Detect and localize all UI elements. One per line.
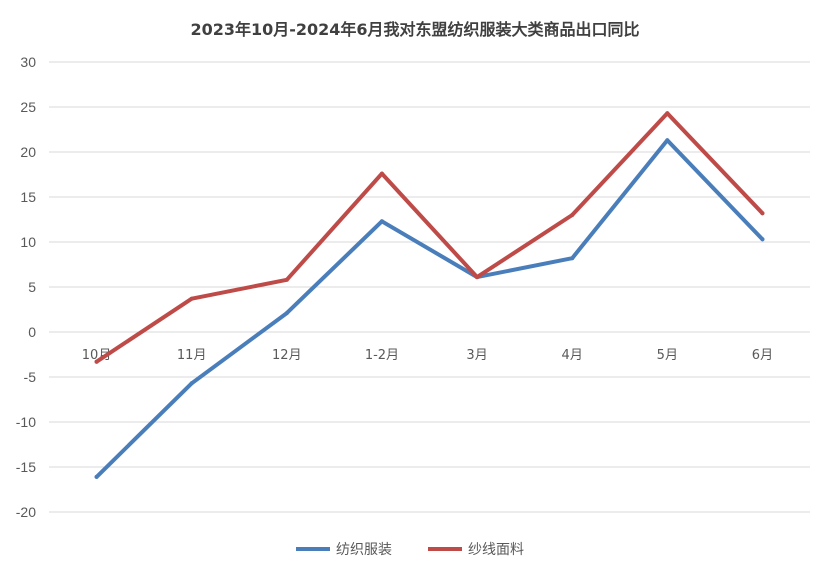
legend-label-textile-apparel: 纺织服装: [336, 542, 392, 558]
gridlines: [49, 61, 810, 513]
y-tick-label: -20: [16, 504, 36, 520]
legend: 纺织服装 纱线面料: [296, 542, 524, 558]
x-category-label: 10月: [82, 348, 112, 363]
data-point-s0-6: [665, 138, 670, 143]
x-category-label: 5月: [657, 348, 678, 363]
y-tick-label: 10: [20, 234, 36, 250]
data-point-s0-3: [379, 219, 384, 224]
data-point-s1-4: [475, 275, 480, 280]
x-axis-category-labels: 10月 11月 12月 1-2月 3月 4月 5月 6月: [82, 348, 773, 363]
y-tick-label: 5: [28, 279, 36, 295]
data-point-s1-5: [570, 213, 575, 217]
x-category-label: 3月: [466, 348, 487, 363]
y-tick-label: -10: [16, 414, 36, 430]
legend-label-yarn-fabric: 纱线面料: [468, 542, 524, 558]
data-point-s0-0: [94, 474, 99, 479]
data-point-s1-2: [284, 277, 289, 282]
y-tick-label: -15: [16, 459, 36, 475]
y-tick-label: -5: [24, 369, 37, 385]
data-point-s1-0: [94, 359, 99, 364]
chart-title: 2023年10月-2024年6月我对东盟纺织服装大类商品出口同比: [190, 20, 639, 39]
y-axis-tick-labels: 30 25 20 15 10 5 0 -5 -10 -15 -20: [16, 54, 36, 520]
x-category-label: 1-2月: [365, 348, 399, 363]
y-tick-label: 25: [20, 99, 36, 115]
data-point-s0-1: [189, 381, 194, 386]
data-point-s0-2: [284, 311, 289, 316]
y-tick-label: 0: [28, 324, 36, 340]
data-point-s0-5: [570, 256, 575, 261]
data-point-s1-1: [189, 296, 194, 301]
x-category-label: 6月: [752, 348, 773, 363]
y-tick-label: 15: [20, 189, 36, 205]
x-category-label: 12月: [272, 348, 302, 363]
series-line-0: [94, 138, 765, 479]
x-category-label: 11月: [177, 348, 207, 363]
data-point-s1-3: [379, 171, 384, 176]
data-point-s0-7: [760, 237, 765, 242]
series-line-1: [94, 111, 765, 364]
series-lines: [94, 111, 765, 479]
data-point-s1-6: [665, 111, 670, 116]
data-point-s1-7: [760, 211, 765, 216]
y-tick-label: 20: [20, 144, 36, 160]
x-category-label: 4月: [562, 348, 583, 363]
y-tick-label: 30: [20, 54, 36, 70]
